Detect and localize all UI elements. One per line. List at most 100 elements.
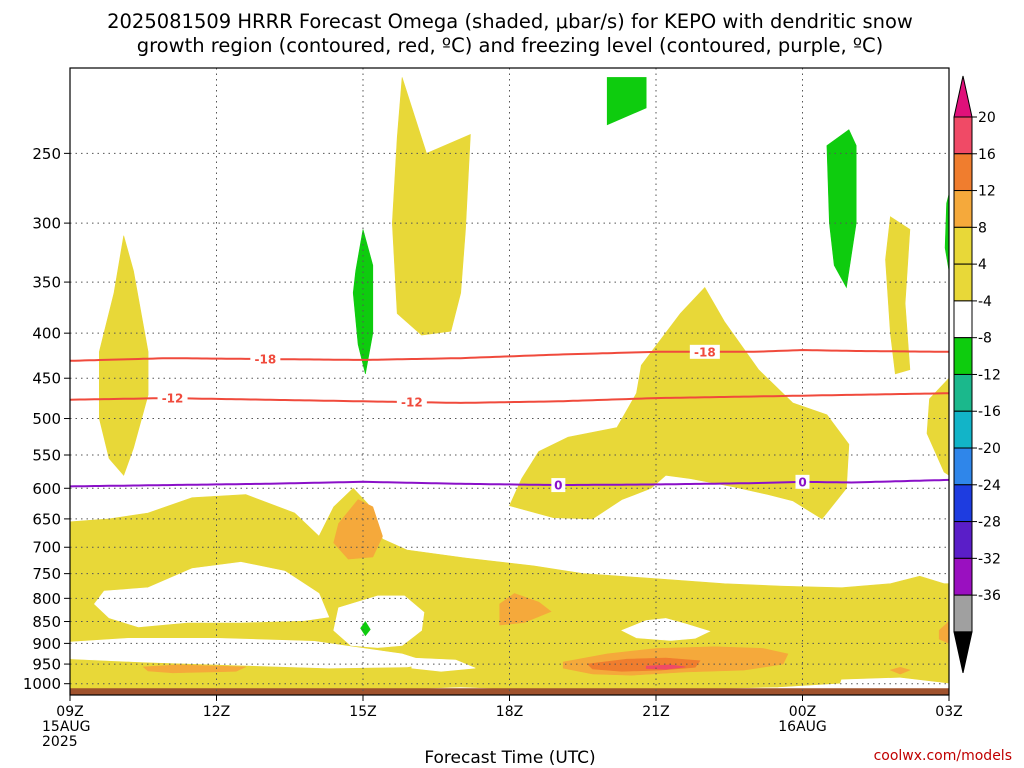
surface-ground — [70, 688, 949, 695]
plot-area: -18 -18 -12 -12 0 0 — [69, 67, 950, 696]
x-tick-label-12-0: 21Z — [642, 704, 669, 720]
contour-line-1 — [70, 392, 949, 404]
colorbar-label-8: -16 — [978, 404, 1001, 420]
omega-region-0-0 — [99, 235, 149, 476]
colorbar-seg-4 — [953, 263, 973, 302]
colorbar-seg-9 — [953, 447, 973, 486]
colorbar-seg-12 — [953, 557, 973, 596]
x-tick-label-0-1: 15AUG — [42, 719, 91, 735]
omega-region-0-2 — [885, 216, 911, 375]
x-tick-label-18-0: 03Z — [935, 704, 962, 720]
omega-region-5-4 — [360, 620, 371, 637]
colorbar-seg-2 — [953, 190, 973, 228]
omega-region-2-4 — [938, 621, 949, 644]
contour-label-1-1: -12 — [401, 396, 423, 410]
contour-label-1-0: -12 — [162, 392, 184, 406]
colorbar-bottom-triangle — [953, 631, 973, 674]
omega-region-5-2 — [826, 129, 857, 289]
x-tick-label-15-0: 00Z — [789, 704, 816, 720]
y-tick-label-300: 300 — [32, 215, 61, 233]
omega-region-1-3 — [621, 618, 711, 641]
colorbar-label-13: -36 — [978, 588, 1001, 604]
colorbar-top-triangle — [953, 75, 973, 118]
colorbar-label-9: -20 — [978, 441, 1001, 457]
contour-label-2-0: 0 — [554, 479, 562, 493]
colorbar-label-6: -8 — [978, 331, 992, 347]
colorbar-label-1: 16 — [978, 147, 996, 163]
y-tick-label-600: 600 — [32, 480, 61, 498]
colorbar-label-10: -24 — [978, 478, 1001, 494]
colorbar-seg-8 — [953, 410, 973, 449]
colorbar-label-3: 8 — [978, 220, 987, 236]
y-tick-label-450: 450 — [32, 370, 61, 388]
contour-line-0 — [70, 348, 949, 362]
omega-region-2-5 — [889, 666, 911, 675]
colorbar-seg-5 — [953, 300, 973, 339]
colorbar-label-12: -32 — [978, 551, 1001, 567]
omega-region-1-4 — [411, 657, 476, 672]
omega-region-2-2 — [142, 664, 246, 674]
colorbar-seg-11 — [953, 521, 973, 559]
y-tick-label-1000: 1000 — [23, 675, 61, 693]
x-tick-label-3-0: 12Z — [203, 704, 230, 720]
contour-label-bg-2-1 — [795, 474, 810, 489]
site-credit: coolwx.com/models — [874, 748, 1012, 764]
colorbar-label-5: -4 — [978, 294, 992, 310]
colorbar-label-0: 20 — [978, 110, 996, 126]
colorbar-label-7: -12 — [978, 367, 1001, 383]
x-tick-label-0-2: 2025 — [42, 734, 78, 750]
contour-label-bg-2-0 — [551, 478, 566, 493]
contour-label-2-1: 0 — [798, 475, 806, 489]
omega-region-5-3 — [944, 193, 949, 272]
temperature-contours: -18 -18 -12 -12 0 0 — [70, 344, 949, 493]
omega-region-0-1 — [391, 77, 471, 336]
y-tick-label-350: 350 — [32, 274, 61, 292]
colorbar: 20 16 12 8 4 -4 -8 -12 -16 -20 -24 -28 -32 -36 — [953, 75, 1001, 674]
y-tick-label-750: 750 — [32, 565, 61, 583]
chart-title-line-2: growth region (contoured, red, ºC) and f… — [137, 34, 884, 57]
colorbar-seg-7 — [953, 373, 973, 412]
y-tick-label-850: 850 — [32, 613, 61, 631]
omega-region-0-3 — [926, 377, 949, 476]
colorbar-seg-0 — [953, 116, 973, 155]
contour-label-bg-0-0 — [250, 352, 281, 367]
y-axis-pressure: 250 300 350 400 450 500 550 600 650 700 750 800 850 9… — [23, 145, 70, 693]
x-tick-label-9-0: 18Z — [496, 704, 523, 720]
contour-label-bg-1-0 — [157, 391, 188, 406]
x-tick-label-6-0: 15Z — [349, 704, 376, 720]
omega-region-1-0 — [93, 561, 330, 628]
omega-region-5-0 — [352, 229, 374, 374]
contour-label-0-0: -18 — [254, 353, 276, 367]
omega-region-2-0 — [333, 499, 383, 560]
contour-label-0-1: -18 — [694, 345, 716, 359]
y-tick-label-250: 250 — [32, 145, 61, 163]
y-tick-label-500: 500 — [32, 410, 61, 428]
surface-ground-bar — [70, 688, 949, 695]
x-tick-label-0-0: 09Z — [56, 704, 83, 720]
chart-title-line-1: 2025081509 HRRR Forecast Omega (shaded, … — [107, 10, 913, 33]
colorbar-seg-6 — [953, 337, 973, 375]
y-tick-label-700: 700 — [32, 539, 61, 557]
y-tick-label-900: 900 — [32, 635, 61, 653]
y-tick-label-800: 800 — [32, 590, 61, 608]
y-tick-label-650: 650 — [32, 510, 61, 528]
y-tick-label-400: 400 — [32, 325, 61, 343]
omega-region-2-1 — [499, 593, 552, 626]
gridlines — [70, 68, 949, 695]
colorbar-seg-3 — [953, 226, 973, 265]
colorbar-label-4: 4 — [978, 257, 987, 273]
colorbar-label-11: -28 — [978, 515, 1001, 531]
omega-region-5-1 — [606, 77, 647, 126]
contour-label-bg-0-1 — [689, 344, 720, 359]
colorbar-seg-13 — [953, 594, 973, 633]
contour-label-bg-1-1 — [396, 395, 427, 410]
y-tick-label-950: 950 — [32, 656, 61, 674]
colorbar-seg-1 — [953, 153, 973, 192]
y-tick-label-550: 550 — [32, 446, 61, 464]
colorbar-label-2: 12 — [978, 184, 996, 200]
colorbar-seg-10 — [953, 484, 973, 523]
x-axis-label: Forecast Time (UTC) — [424, 748, 595, 768]
x-tick-label-15-1: 16AUG — [778, 719, 827, 735]
